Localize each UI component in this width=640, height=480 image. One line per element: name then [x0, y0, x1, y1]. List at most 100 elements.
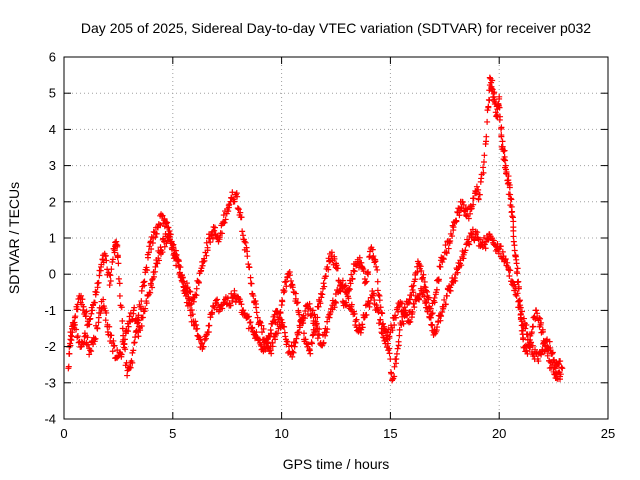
data-point: [245, 261, 252, 268]
data-point: [517, 304, 524, 311]
data-point: [67, 342, 74, 349]
data-point: [524, 331, 531, 338]
data-point: [108, 266, 115, 273]
data-point: [225, 208, 232, 215]
data-point: [316, 326, 323, 333]
data-point: [296, 311, 303, 318]
data-point: [499, 138, 506, 145]
data-point: [74, 333, 81, 340]
data-point: [374, 278, 381, 285]
data-point: [140, 279, 147, 286]
data-point: [186, 288, 193, 295]
chart-title: Day 205 of 2025, Sidereal Day-to-day VTE…: [81, 20, 591, 36]
data-point: [237, 298, 244, 305]
data-point: [132, 334, 139, 341]
data-point: [137, 327, 144, 334]
data-point: [208, 232, 215, 239]
data-point: [294, 299, 301, 306]
data-point: [185, 295, 192, 302]
data-point: [116, 280, 123, 287]
data-point: [403, 312, 410, 319]
data-point: [476, 191, 483, 198]
data-point: [272, 336, 279, 343]
data-point: [79, 296, 86, 303]
data-point: [260, 325, 267, 332]
data-point: [154, 260, 161, 267]
data-point: [447, 237, 454, 244]
data-point: [333, 299, 340, 306]
data-point: [103, 257, 110, 264]
data-point: [177, 274, 184, 281]
data-point: [144, 267, 151, 274]
data-point: [414, 268, 421, 275]
data-point: [486, 97, 493, 104]
data-point: [274, 330, 281, 337]
data-point: [528, 339, 535, 346]
data-point: [386, 335, 393, 342]
y-tick-label: -1: [44, 303, 56, 318]
data-point: [277, 316, 284, 323]
data-point: [515, 278, 522, 285]
data-point: [322, 332, 329, 339]
data-point: [231, 292, 238, 299]
data-point: [101, 305, 108, 312]
data-point: [271, 311, 278, 318]
data-point: [247, 274, 254, 281]
data-point: [376, 320, 383, 327]
data-point: [314, 335, 321, 342]
data-point: [455, 264, 462, 271]
data-point: [219, 230, 226, 237]
data-point: [435, 276, 442, 283]
data-point: [188, 306, 195, 313]
data-point: [507, 191, 514, 198]
data-point: [411, 304, 418, 311]
data-point: [395, 342, 402, 349]
data-point: [302, 336, 309, 343]
data-point: [72, 313, 79, 320]
data-point: [391, 373, 398, 380]
data-point: [114, 252, 121, 259]
data-point: [325, 266, 332, 273]
data-point: [203, 239, 210, 246]
data-point: [448, 282, 455, 289]
data-point: [241, 238, 248, 245]
data-point: [456, 212, 463, 219]
data-point: [481, 152, 488, 159]
data-point: [485, 103, 492, 110]
data-point: [124, 372, 131, 379]
data-point: [474, 229, 481, 236]
data-point: [116, 292, 123, 299]
data-point: [409, 309, 416, 316]
data-point: [481, 241, 488, 248]
data-point: [423, 299, 430, 306]
data-point: [379, 330, 386, 337]
data-point: [437, 317, 444, 324]
data-point: [95, 279, 102, 286]
data-point: [396, 326, 403, 333]
data-point: [324, 326, 331, 333]
data-point: [537, 350, 543, 357]
x-axis-label: GPS time / hours: [283, 456, 390, 472]
data-point: [429, 310, 436, 317]
data-point: [511, 281, 518, 288]
data-point: [393, 356, 400, 363]
data-point: [301, 315, 308, 322]
data-point: [549, 350, 556, 357]
data-point: [170, 241, 177, 248]
data-point: [183, 289, 190, 296]
data-point: [131, 339, 138, 346]
data-point: [489, 77, 496, 84]
data-point: [375, 291, 382, 298]
data-point: [264, 339, 271, 346]
data-point: [370, 290, 377, 297]
data-point: [454, 269, 461, 276]
data-point: [203, 252, 210, 259]
data-point: [176, 263, 183, 270]
data-point: [322, 273, 329, 280]
data-point: [522, 325, 529, 332]
data-point: [512, 285, 519, 292]
data-point: [139, 314, 146, 321]
data-point: [549, 349, 556, 356]
data-point: [443, 250, 450, 257]
data-point: [89, 307, 96, 314]
